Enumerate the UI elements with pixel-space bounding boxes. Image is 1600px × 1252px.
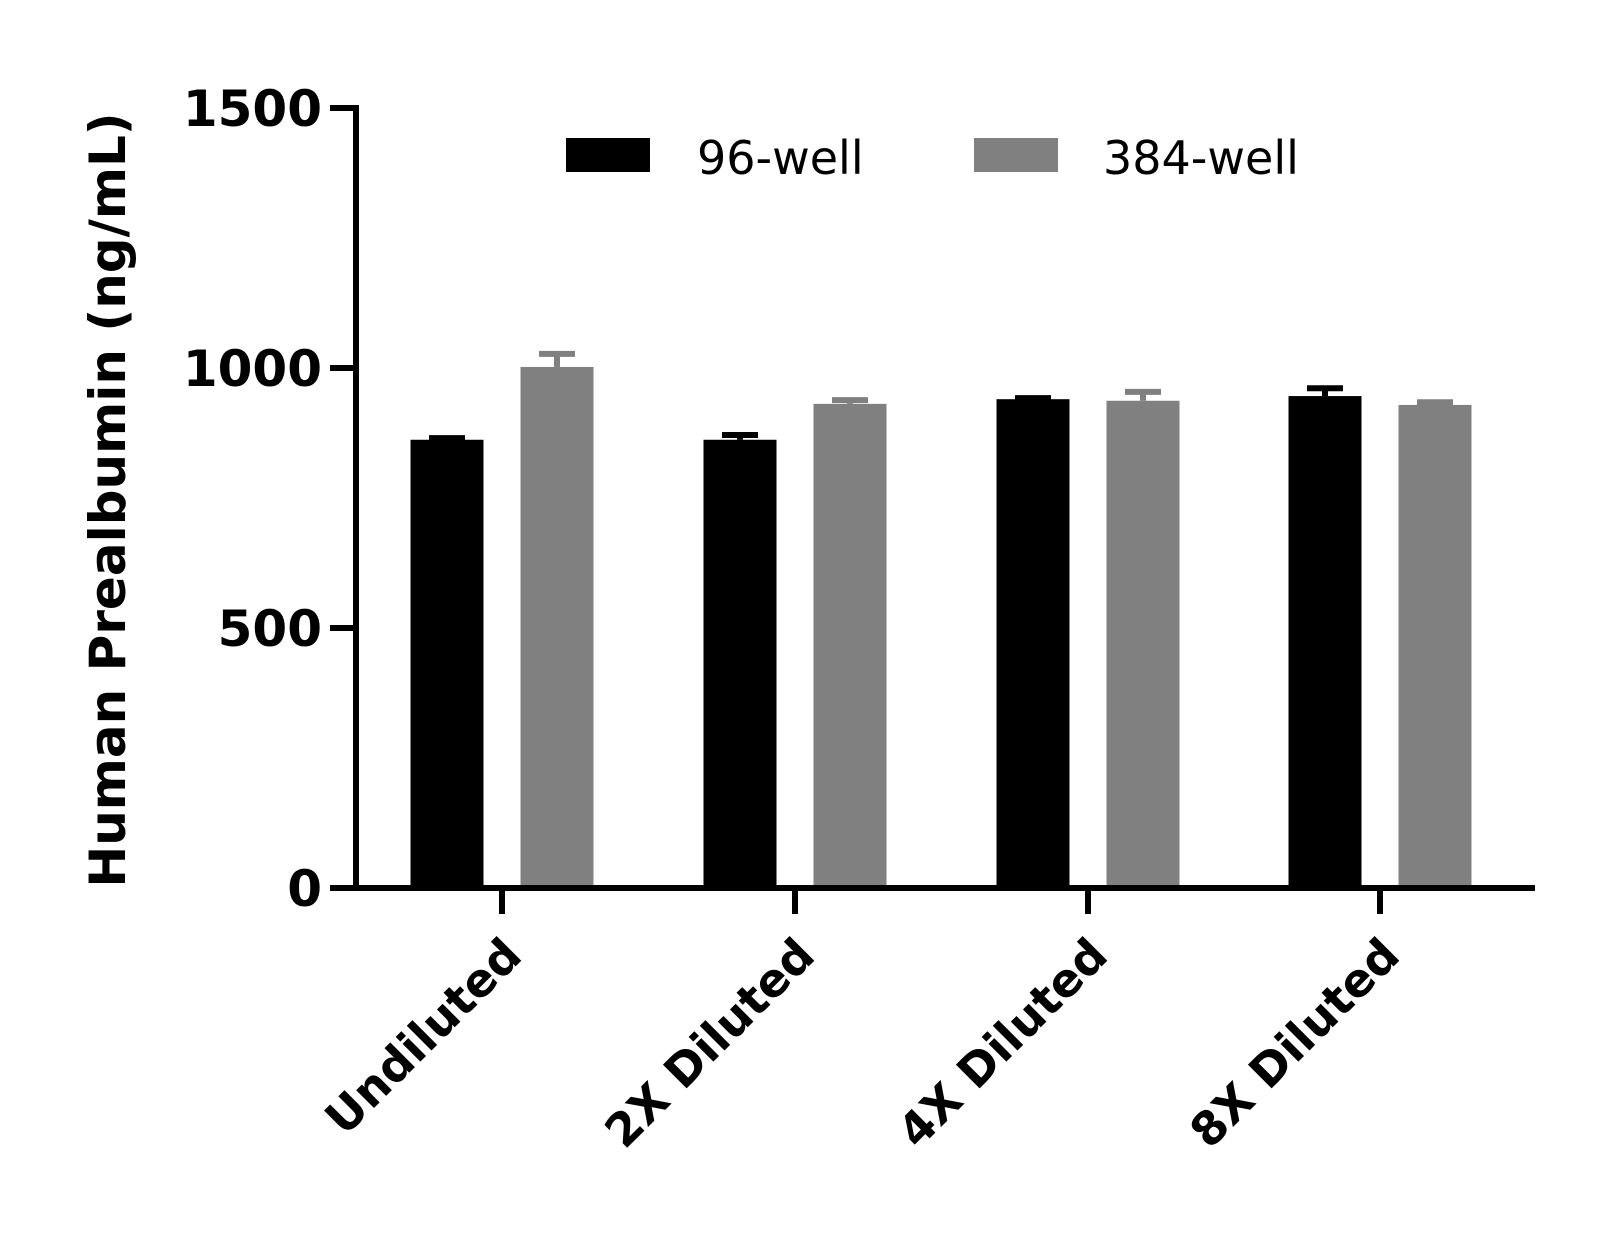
bar-96-well: [1288, 396, 1362, 888]
legend-label: 96-well: [697, 131, 864, 185]
bar-384-well: [520, 366, 594, 889]
x-tick-label: 2X Diluted: [594, 928, 825, 1159]
bar-96-well: [996, 399, 1070, 888]
bar-384-well: [813, 403, 887, 888]
x-tick-label: 4X Diluted: [887, 928, 1118, 1159]
y-tick-label: 500: [218, 600, 322, 658]
x-tick-label: 8X Diluted: [1179, 928, 1410, 1159]
x-tick-label: Undiluted: [314, 928, 531, 1145]
bar-96-well: [410, 439, 484, 888]
bar-96-well: [703, 439, 777, 888]
bar-384-well: [1398, 404, 1472, 888]
y-axis-label: Human Prealbumin (ng/mL): [79, 112, 137, 887]
y-tick-label: 0: [287, 860, 322, 918]
y-tick-label: 1000: [183, 340, 322, 398]
y-tick-label: 1500: [183, 80, 322, 138]
legend-swatch: [974, 138, 1058, 172]
legend-label: 384-well: [1103, 131, 1299, 185]
legend-swatch: [566, 138, 650, 172]
bar-384-well: [1106, 400, 1180, 888]
